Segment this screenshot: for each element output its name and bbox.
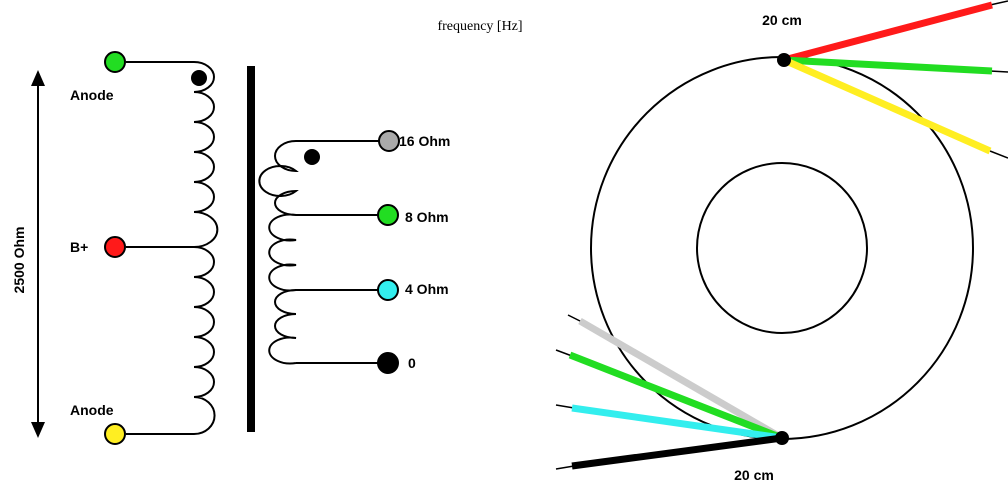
tap-8-terminal	[377, 204, 399, 226]
top-lead-green	[783, 56, 993, 75]
bottom-lead-junction	[775, 431, 789, 445]
bottom-lead-length-label: 20 cm	[734, 467, 774, 483]
tap-4-terminal	[377, 279, 399, 301]
impedance-arrow	[31, 70, 45, 438]
tap-4-label: 4 Ohm	[405, 281, 449, 297]
secondary-coil	[258, 140, 299, 365]
tap-8-label: 8 Ohm	[405, 209, 449, 225]
tap-0-terminal	[377, 352, 399, 374]
top-lead-red	[783, 1, 993, 64]
b-plus-terminal	[104, 236, 126, 258]
primary-polarity-dot	[191, 70, 207, 86]
b-plus-label: B+	[70, 239, 88, 255]
impedance-label: 2500 Ohm	[11, 227, 27, 294]
tap-0-label: 0	[408, 355, 416, 371]
toroid-bottom-leads	[555, 314, 789, 470]
bottom-lead-cyan	[571, 404, 783, 442]
bottom-lead-gray	[578, 317, 784, 442]
toroid-inner-ring	[696, 162, 868, 334]
secondary-winding	[258, 140, 388, 365]
anode-bottom-terminal	[104, 423, 126, 445]
tap-16-terminal	[378, 130, 400, 152]
primary-winding	[126, 61, 219, 435]
cropped-caption: frequency [Hz]	[437, 19, 522, 34]
primary-coil	[193, 61, 219, 435]
top-lead-yellow	[782, 56, 992, 155]
transformer-core	[247, 66, 255, 432]
toroid-core	[590, 56, 974, 440]
bottom-lead-black	[571, 434, 783, 470]
top-lead-length-label: 20 cm	[762, 12, 802, 28]
toroid-outer-ring	[590, 56, 974, 440]
secondary-polarity-dot	[304, 149, 320, 165]
anode-top-label: Anode	[70, 87, 114, 103]
top-lead-junction	[777, 53, 791, 67]
toroid-top-leads	[777, 0, 1008, 159]
tap-16-label: 16 Ohm	[399, 133, 450, 149]
anode-top-terminal	[104, 51, 126, 73]
anode-bottom-label: Anode	[70, 402, 114, 418]
bottom-lead-green	[568, 351, 784, 442]
